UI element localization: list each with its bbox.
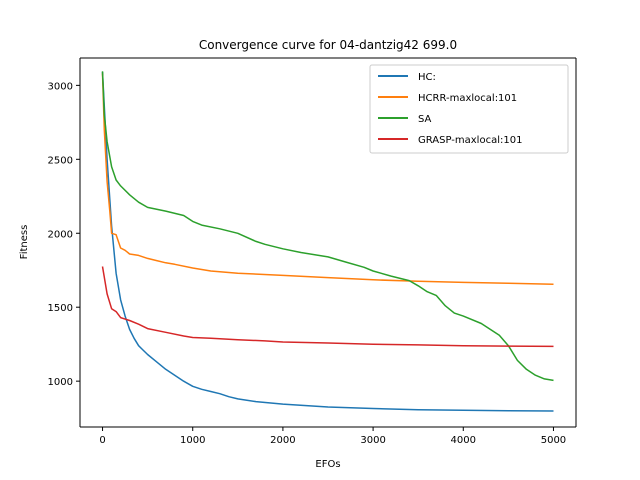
legend-label-1: HC: (418, 72, 436, 83)
legend: HC: HCRR-maxlocal:101 SA GRASP-maxlocal:101 (369, 64, 569, 154)
y-tick-label: 2000 (48, 229, 73, 240)
series-line-4 (101, 266, 554, 348)
y-tick-label: 1500 (48, 303, 73, 314)
series-line-2 (101, 73, 554, 286)
axes-frame (79, 57, 577, 428)
legend-frame (369, 64, 569, 154)
legend-items: HC: HCRR-maxlocal:101 SA GRASP-maxlocal:101 (378, 72, 522, 146)
series-line-1 (101, 72, 554, 412)
legend-label-4: GRASP-maxlocal:101 (418, 135, 522, 146)
x-tick-label: 4000 (451, 435, 476, 446)
y-tick-label: 1000 (48, 377, 73, 388)
chart-title: Convergence curve for 04-dantzig42 699.0 (199, 38, 457, 52)
y-tick-label: 3000 (48, 81, 73, 92)
x-axis-label: EFOs (315, 459, 340, 470)
x-tick-label: 1000 (180, 435, 205, 446)
x-tick-label: 0 (99, 435, 105, 446)
legend-label-3: SA (418, 114, 432, 125)
y-tick-label: 2500 (48, 155, 73, 166)
series-line-3 (101, 71, 554, 382)
x-tick-label: 5000 (541, 435, 566, 446)
x-ticks: 0 1000 2000 3000 4000 5000 (99, 427, 566, 446)
series-layer (101, 71, 554, 412)
y-axis-label: Fitness (19, 225, 30, 260)
x-tick-label: 2000 (270, 435, 295, 446)
y-ticks: 1000 1500 2000 2500 3000 (48, 81, 80, 388)
x-tick-label: 3000 (360, 435, 385, 446)
legend-label-2: HCRR-maxlocal:101 (418, 93, 517, 104)
